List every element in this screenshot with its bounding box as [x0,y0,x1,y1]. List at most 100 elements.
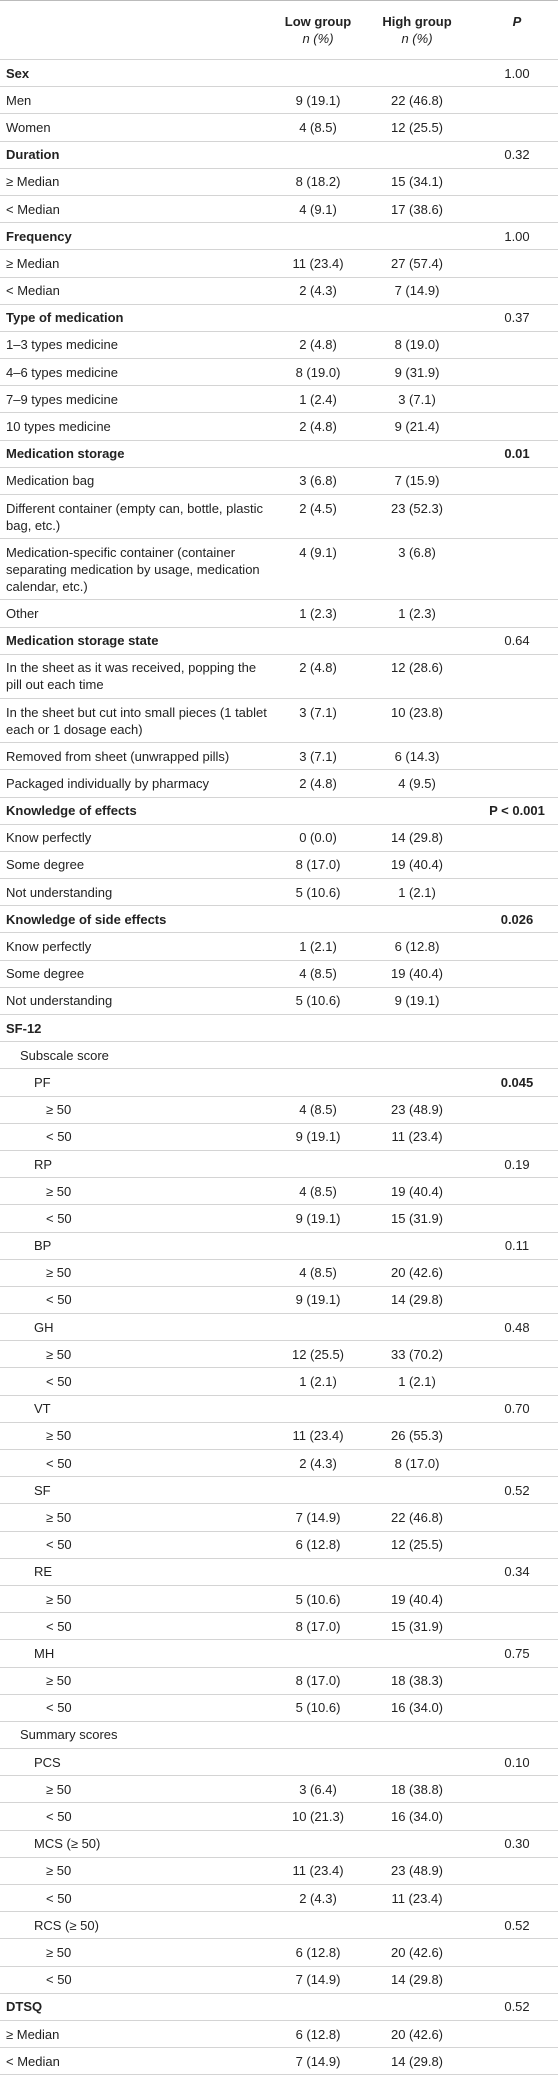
cell [476,331,558,360]
value-cell: 5 (10.6) [278,1585,358,1614]
p-value: 1.00 [476,59,558,88]
row-label: Packaged individually by pharmacy [0,769,278,798]
group-label: Knowledge of side effects [0,905,278,934]
data-row: Different container (empty can, bottle, … [0,494,558,540]
group-row: Knowledge of side effects 0.026 [0,905,558,934]
cell [358,222,476,251]
value-cell: 11 (23.4) [278,1857,358,1886]
value-cell: 23 (52.3) [358,494,476,540]
group-row: PCS 0.10 [0,1748,558,1777]
row-label: < 50 [0,1286,278,1315]
value-cell: 7 (15.9) [358,467,476,496]
cell [476,358,558,387]
data-row: ≥ 50 6 (12.8) 20 (42.6) [0,1938,558,1967]
cell [358,905,476,934]
data-row: Medication-specific container (container… [0,538,558,601]
value-cell: 0 (0.0) [278,824,358,852]
row-label: ≥ 50 [0,1503,278,1532]
value-cell: 14 (29.8) [358,1966,476,1994]
cell [476,1096,558,1124]
row-label: < 50 [0,1449,278,1478]
group-row: Subscale score [0,1041,558,1070]
cell [476,1286,558,1315]
cell [476,1340,558,1369]
value-cell: 4 (9.1) [278,195,358,224]
data-row: In the sheet as it was received, popping… [0,654,558,699]
group-row: Medication storage state 0.64 [0,627,558,655]
value-cell: 19 (40.4) [358,851,476,880]
cell [476,878,558,907]
group-row: SF 0.52 [0,1476,558,1505]
value-cell: 6 (14.3) [358,742,476,771]
row-label: Some degree [0,851,278,880]
row-label: < 50 [0,1884,278,1913]
value-cell: 12 (25.5) [358,1531,476,1559]
data-row: Some degree 8 (17.0) 19 (40.4) [0,851,558,880]
row-label: Not understanding [0,878,278,907]
group-label: Summary scores [0,1721,278,1750]
cell [358,797,476,825]
data-row: 10 types medicine 2 (4.8) 9 (21.4) [0,412,558,441]
cell [476,654,558,699]
group-label: VT [0,1395,278,1423]
row-label: < 50 [0,1966,278,1994]
value-cell: 9 (19.1) [278,1204,358,1233]
cell [476,1667,558,1695]
group-row: SF-12 [0,1014,558,1043]
value-cell: 1 (2.3) [278,599,358,628]
group-row: GH 0.48 [0,1313,558,1342]
cell [278,1150,358,1179]
group-label: MCS (≥ 50) [0,1830,278,1858]
data-row: ≥ 50 7 (14.9) 22 (46.8) [0,1503,558,1532]
value-cell: 3 (6.8) [278,467,358,496]
cell [358,1014,476,1043]
cell [358,1041,476,1070]
row-label: < Median [0,277,278,305]
row-label: ≥ 50 [0,1340,278,1369]
row-label: < 50 [0,1531,278,1559]
p-value: 0.70 [476,1395,558,1423]
value-cell: 8 (17.0) [278,1612,358,1641]
value-cell: 3 (6.4) [278,1775,358,1804]
cell [278,1721,358,1750]
group-row: Medication storage 0.01 [0,440,558,468]
data-row: < 50 2 (4.3) 11 (23.4) [0,1884,558,1913]
data-row: ≥ Median 6 (12.8) 20 (42.6) [0,2020,558,2049]
cell [476,960,558,988]
cell [476,249,558,278]
row-label: Other [0,599,278,628]
value-cell: 1 (2.1) [358,878,476,907]
value-cell: 7 (14.9) [278,1966,358,1994]
value-cell: 6 (12.8) [278,1531,358,1559]
data-row: ≥ 50 11 (23.4) 26 (55.3) [0,1422,558,1451]
value-cell: 2 (4.8) [278,412,358,441]
data-row: < 50 9 (19.1) 15 (31.9) [0,1204,558,1233]
group-row: PF 0.045 [0,1068,558,1097]
value-cell: 20 (42.6) [358,2020,476,2049]
p-value: 0.52 [476,1993,558,2021]
cell [358,1721,476,1750]
group-label: Type of medication [0,304,278,332]
p-value: P < 0.001 [476,797,558,825]
value-cell: 4 (9.1) [278,538,358,601]
row-label: 1–3 types medicine [0,331,278,360]
column-unit: n (%) [401,31,433,46]
p-value: 0.34 [476,1558,558,1586]
group-label: Subscale score [0,1041,278,1070]
value-cell: 5 (10.6) [278,987,358,1016]
group-row: Frequency 1.00 [0,222,558,251]
cell [278,1748,358,1777]
column-name: Low group [284,14,352,29]
row-label: In the sheet but cut into small pieces (… [0,698,278,744]
value-cell: 20 (42.6) [358,1259,476,1287]
value-cell: 5 (10.6) [278,1694,358,1722]
value-cell: 18 (38.8) [358,1775,476,1804]
cell [278,1476,358,1505]
data-row: ≥ 50 11 (23.4) 23 (48.9) [0,1857,558,1886]
data-row: Women 4 (8.5) 12 (25.5) [0,113,558,142]
cell [476,769,558,798]
cell [358,1639,476,1668]
cell [278,905,358,934]
value-cell: 14 (29.8) [358,1286,476,1315]
